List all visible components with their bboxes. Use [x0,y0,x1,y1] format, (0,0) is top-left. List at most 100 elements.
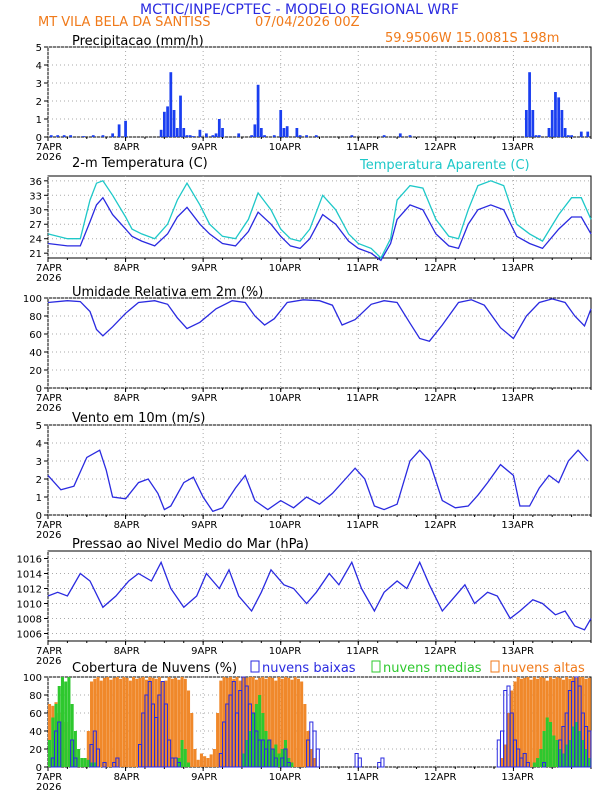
cloud-high-bar [161,681,165,767]
cloud-high-bar [212,749,216,767]
cloud-high-bar [119,678,123,767]
legend-mid-box [371,660,381,673]
cloud-mid-bar [77,749,81,767]
cloud-mid-bar [54,704,58,767]
cloud-high-bar [581,677,585,767]
y-tick-label: 0 [36,384,42,395]
cloud-high-bar [93,678,97,767]
cloud-high-bar [174,677,178,767]
cloud-high-bar [138,677,142,767]
x-tick-label: 13APR [501,263,534,274]
legend-high-label: nuvens altas [502,661,585,676]
y-tick-label: 5 [36,43,42,54]
cloud-high-bar [154,678,158,767]
cloud-high-bar [542,677,546,767]
cloud-high-bar [578,677,582,767]
precip-bar [282,128,286,137]
cloud-high-bar [86,731,90,767]
y-tick-label: 4 [36,439,42,450]
precip-bar [101,135,105,137]
cloud-low-bar [283,748,288,768]
cloud-high-bar [241,677,245,767]
x-year-label: 2026 [36,273,61,284]
precip-bar [221,128,224,137]
precip-bar [56,135,60,137]
cloud-mid-bar [86,759,90,767]
cloud-high-bar [125,677,129,767]
cloud-mid-bar [584,749,588,767]
cloud-high-bar [112,677,116,767]
x-tick-label: 7APR [36,142,62,153]
precip-bar [382,135,386,137]
precip-bar [350,135,354,137]
x-tick-label: 9APR [191,772,217,783]
x-tick-label: 8APR [114,393,140,404]
y-tick-label: 1016 [17,555,42,566]
cloud-low-bar [102,762,107,768]
x-tick-label: 10APR [269,263,302,274]
cloud-mid-bar [254,704,258,767]
y-tick-label: 33 [29,191,42,202]
cloud-mid-bar [180,740,184,767]
cloud-low-bar [377,762,382,768]
panel-temp-title: 2-m Temperatura (C) [72,156,208,171]
cloud-high-bar [309,749,313,767]
precip-bar [528,72,531,137]
cloud-high-bar [565,677,569,767]
cloud-high-bar [164,680,168,767]
y-tick-label: 0 [36,763,42,774]
cloud-high-bar [167,677,171,767]
cloud-high-bar [238,680,242,767]
x-tick-label: 12APR [424,263,457,274]
cloud-high-bar [106,677,110,767]
cloud-high-bar [587,677,591,767]
cloud-high-bar [109,679,113,767]
panel-wind-title: Vento em 10m (m/s) [72,411,205,426]
precip-bar [117,124,121,137]
x-tick-label: 9APR [191,520,217,531]
precip-bar [285,126,289,137]
cloud-mid-bar [545,717,549,767]
y-tick-label: 0 [36,133,42,144]
cloud-mid-bar [48,740,52,767]
header-coords: 59.9506W 15.0081S 198m [385,31,559,46]
cloud-mid-bar [283,740,288,767]
cloud-high-bar [196,759,200,767]
cloud-mid-bar [70,704,74,767]
cloud-high-bar [235,677,239,767]
cloud-mid-bar [183,749,187,767]
cloud-low-bar [587,730,592,768]
cloud-high-bar [180,677,184,767]
x-tick-label: 13APR [501,772,534,783]
x-tick-label: 8APR [114,646,140,657]
cloud-high-bar [170,678,174,767]
x-tick-label: 12APR [424,520,457,531]
cloud-high-bar [503,744,507,767]
cloud-mid-bar [571,726,575,767]
cloud-low-bar [57,721,62,768]
cloud-mid-bar [274,744,278,767]
cloud-low-bar [163,703,168,768]
panel-frame [47,46,592,138]
header-title: MCTIC/INPE/CPTEC - MODELO REGIONAL WRF [140,2,459,18]
cloud-high-bar [96,677,100,767]
cloud-high-bar [219,680,223,767]
x-tick-label: 12APR [424,393,457,404]
cloud-high-bar [552,678,556,767]
cloud-high-bar [135,678,139,767]
cloud-high-bar [584,678,588,767]
precip-bar [179,95,182,137]
cloud-low-bar [525,762,530,768]
x-tick-label: 7APR [36,263,62,274]
cloud-high-bar [90,681,94,767]
cloud-mid-bar [542,731,546,767]
cloud-high-bar [274,680,278,767]
precip-bar [250,135,253,137]
cloud-high-bar [157,677,161,767]
legend-mid-label: nuvens medias [383,661,482,676]
cloud-high-bar [558,677,562,767]
cloud-mid-bar [565,744,569,767]
cloud-high-bar [216,713,220,767]
y-tick-label: 30 [29,206,42,217]
